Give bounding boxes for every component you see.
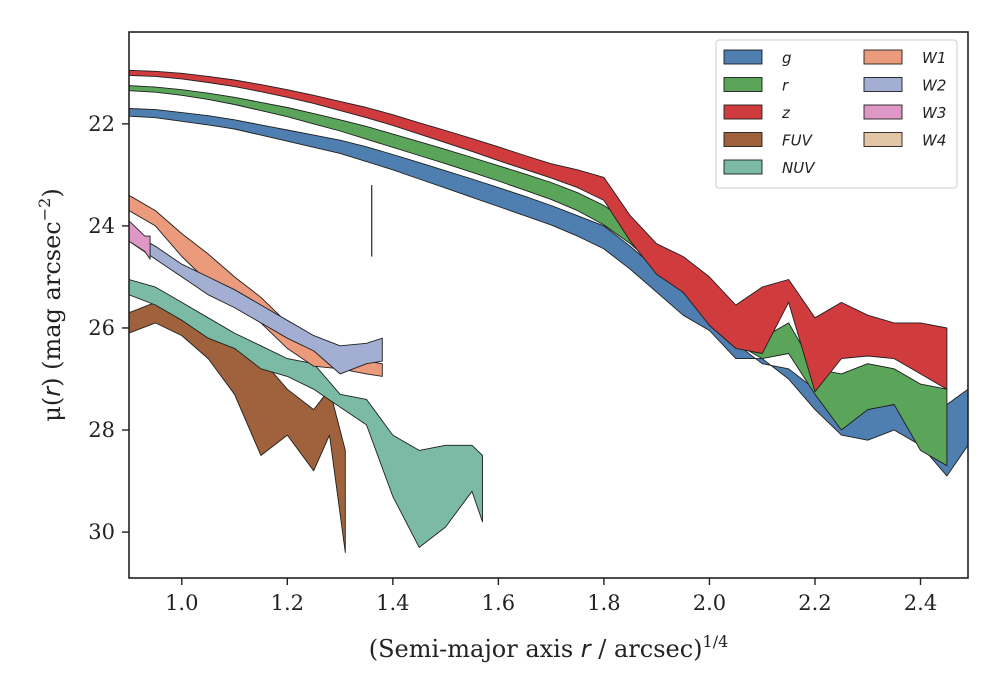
x-tick-label: 1.2 [271, 591, 304, 615]
band-areas [129, 69, 968, 553]
legend-label: W3 [922, 104, 946, 122]
legend-swatch [723, 49, 763, 65]
legend-swatch [723, 132, 763, 147]
legend-item-r: r [723, 77, 789, 95]
legend-swatch [723, 159, 763, 175]
x-tick-label: 1.4 [376, 591, 409, 615]
legend-label: r [782, 77, 789, 95]
legend: grz FUV NUV W1 W2 W3 W4 [715, 39, 958, 189]
y-tick-label: 22 [88, 112, 115, 136]
y-axis-label-main: μ( [38, 397, 66, 422]
y-tick-label: 24 [88, 214, 115, 238]
x-axis-label-rest: / arcsec) [591, 635, 703, 663]
y-axis-label-close: ) [38, 188, 66, 197]
band-w2 [129, 230, 383, 375]
legend-box [715, 39, 958, 189]
y-tick-label: 26 [88, 316, 115, 340]
x-tick-label: 1.8 [587, 591, 620, 615]
x-tick-label: 1.6 [482, 591, 515, 615]
legend-swatch [863, 49, 903, 65]
x-tick-label: 2.2 [798, 591, 831, 615]
legend-item-w4: W4 [863, 132, 946, 150]
y-axis-label-sup: −2 [35, 198, 54, 222]
x-axis-label-var: r [581, 635, 593, 663]
legend-item-w1: W1 [863, 49, 946, 67]
legend-label: NUV [782, 159, 816, 177]
legend-label: W2 [922, 77, 946, 95]
legend-item-g: g [723, 49, 792, 67]
band-r [129, 85, 948, 467]
band-z [129, 69, 948, 393]
y-tick-label: 28 [88, 418, 115, 442]
legend-swatch [723, 104, 763, 120]
legend-label: g [782, 49, 792, 67]
legend-label: FUV [782, 132, 814, 150]
x-tick-label: 2.4 [904, 591, 937, 615]
y-axis-ticks: 22 24 26 28 30 [88, 112, 129, 544]
y-axis-label-rest: ) (mag arcsec [38, 221, 66, 387]
x-axis-label-sup: 1/4 [703, 632, 729, 651]
y-axis-label: μ(r) (mag arcsec−2) [35, 188, 66, 421]
legend-swatch [863, 132, 903, 147]
legend-label: z [781, 104, 791, 122]
legend-item-fuv: FUV [723, 132, 814, 150]
legend-item-w3: W3 [863, 104, 946, 122]
x-axis-label-main: (Semi-major axis [369, 635, 581, 663]
legend-label: W4 [922, 132, 946, 150]
legend-label: W1 [922, 49, 946, 67]
x-axis-ticks: 1.0 1.2 1.4 1.6 1.8 2.0 2.2 2.4 [165, 578, 937, 615]
y-axis-label-var: r [38, 385, 66, 397]
band-w3 [129, 220, 151, 260]
plot-frame [128, 31, 969, 579]
legend-item-w2: W2 [863, 77, 946, 95]
legend-swatch [863, 77, 903, 92]
band-nuv [129, 279, 483, 548]
legend-swatch [863, 104, 903, 120]
legend-item-nuv: NUV [723, 159, 816, 177]
x-tick-label: 1.0 [165, 591, 198, 615]
x-tick-label: 2.0 [693, 591, 726, 615]
y-tick-label: 30 [88, 520, 115, 544]
band-g [129, 108, 968, 477]
legend-swatch [723, 77, 763, 92]
legend-item-z: z [723, 104, 791, 122]
x-axis-label: (Semi-major axis r / arcsec)1/4 [369, 632, 729, 663]
